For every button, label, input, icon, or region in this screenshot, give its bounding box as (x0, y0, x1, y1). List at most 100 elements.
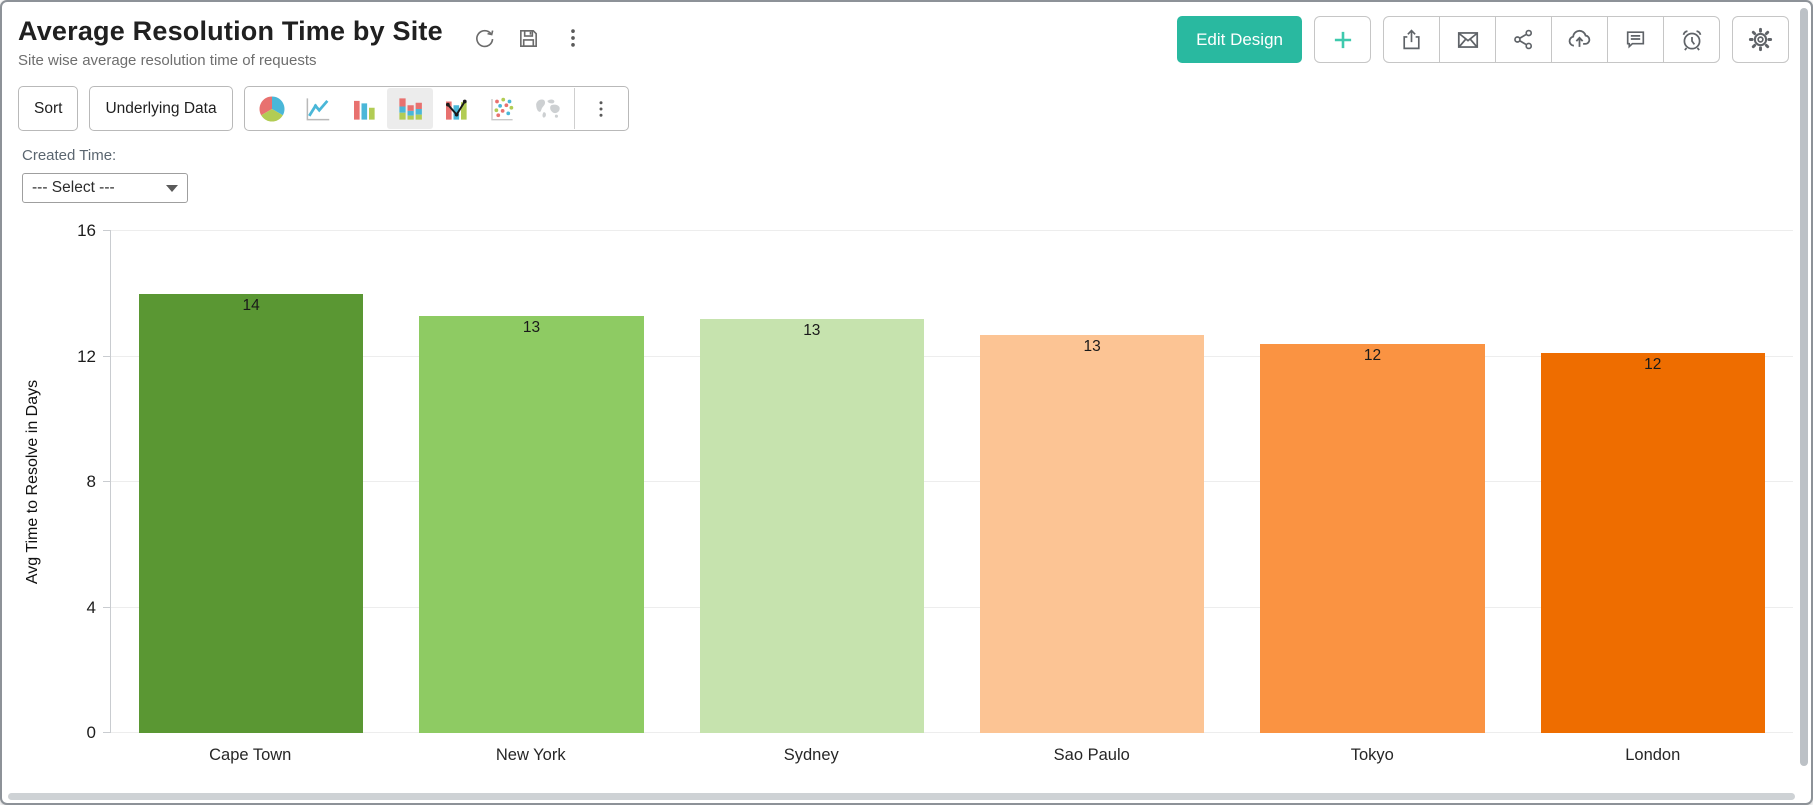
x-tick-label: Cape Town (209, 746, 292, 764)
scatter-chart-icon (490, 97, 513, 120)
chart-type-more-button[interactable] (578, 88, 624, 129)
header: Average Resolution Time by Site Site wis… (2, 2, 1811, 69)
y-tick-label: 16 (77, 221, 96, 240)
refresh-icon[interactable] (473, 26, 497, 50)
chevron-down-icon (166, 184, 178, 192)
chart-type-switcher (243, 86, 629, 131)
bar-value-label: 14 (242, 296, 260, 314)
bar-slot: 12 (1513, 231, 1793, 733)
chart-type-line-button[interactable] (295, 88, 341, 129)
y-tick-mark (103, 355, 111, 357)
bar-slot: 13 (672, 231, 952, 733)
chart-type-stacked-bar-button[interactable] (386, 88, 433, 129)
select-value: --- Select --- (32, 179, 115, 196)
chart-type-map-button[interactable] (525, 88, 571, 129)
bar-sao-paulo[interactable]: 13 (980, 334, 1205, 733)
bars-container: 14 13 13 13 12 12 (111, 231, 1793, 733)
y-axis-title: Avg Time to Resolve in Days (24, 379, 41, 585)
share-button[interactable] (1495, 16, 1552, 63)
schedule-button[interactable] (1663, 16, 1720, 63)
email-icon (1455, 27, 1481, 53)
comment-icon (1623, 27, 1648, 52)
chart-type-scatter-button[interactable] (479, 88, 525, 129)
comment-button[interactable] (1607, 16, 1664, 63)
bar-value-label: 12 (1644, 356, 1662, 374)
gridline (111, 732, 1793, 733)
x-axis-labels: Cape Town New York Sydney Sao Paulo Tokyo Lon… (110, 746, 1793, 765)
header-right-actions: Edit Design (1177, 16, 1789, 63)
bar-sydney[interactable]: 13 (699, 318, 924, 733)
bar-chart-icon (353, 100, 375, 120)
page-subtitle: Site wise average resolution time of req… (18, 52, 317, 69)
settings-button[interactable] (1732, 16, 1789, 63)
bar-cape-town[interactable]: 14 (139, 293, 364, 733)
more-vertical-icon (599, 100, 603, 117)
y-tick-mark (103, 230, 111, 231)
bar-chart: Avg Time to Resolve in Days 0 4 8 12 16 14 13… (14, 221, 1793, 765)
vertical-scrollbar[interactable] (1800, 8, 1808, 766)
bar-tokyo[interactable]: 12 (1260, 343, 1485, 733)
toolbar: Sort Underlying Data (18, 86, 1811, 131)
line-chart-icon (306, 97, 329, 120)
x-tick-label: Sao Paulo (1053, 746, 1130, 764)
y-tick-label: 8 (86, 472, 96, 491)
save-icon[interactable] (517, 26, 541, 50)
cloud-upload-icon (1566, 26, 1593, 53)
y-tick-mark (103, 481, 111, 482)
underlying-data-button[interactable]: Underlying Data (89, 86, 233, 131)
gear-icon (1747, 26, 1774, 53)
plus-icon (1330, 27, 1356, 53)
title-block: Average Resolution Time by Site Site wis… (18, 16, 443, 69)
combo-chart-icon (445, 99, 467, 120)
x-tick-label: Sydney (783, 746, 839, 764)
chart-type-combo-button[interactable] (433, 88, 479, 129)
gridline (111, 606, 1793, 608)
cloud-upload-button[interactable] (1551, 16, 1608, 63)
y-tick-label: 12 (77, 346, 96, 366)
bar-value-label: 12 (1363, 346, 1382, 364)
y-tick-mark (103, 606, 111, 608)
alarm-clock-icon (1679, 27, 1705, 53)
gridline (111, 481, 1793, 482)
pie-chart-icon (259, 96, 285, 121)
bar-slot: 14 (111, 231, 391, 733)
bar-value-label: 13 (522, 318, 541, 336)
title-actions (473, 26, 585, 50)
bar-slot: 13 (391, 231, 671, 733)
y-axis-ticks: 0 4 8 12 16 (52, 221, 110, 742)
created-time-select[interactable]: --- Select --- (22, 173, 188, 203)
gridline (111, 355, 1793, 357)
y-axis-title-column: Avg Time to Resolve in Days (14, 231, 52, 733)
page-title: Average Resolution Time by Site (18, 16, 443, 46)
x-tick-label: London (1625, 746, 1681, 764)
more-vertical-icon[interactable] (561, 26, 585, 50)
share-icon (1511, 27, 1536, 52)
report-actions-group (1383, 16, 1720, 63)
export-icon (1399, 27, 1424, 52)
bar-new-york[interactable]: 13 (419, 315, 644, 733)
chart-type-pie-button[interactable] (249, 88, 295, 129)
edit-design-button[interactable]: Edit Design (1177, 16, 1302, 63)
add-button[interactable] (1314, 16, 1371, 63)
created-time-label: Created Time: (22, 147, 117, 164)
chart-type-bar-button[interactable] (341, 88, 387, 129)
gridline (111, 230, 1793, 231)
bar-london[interactable]: 12 (1540, 353, 1765, 733)
map-chart-icon (535, 98, 560, 118)
y-tick-label: 0 (86, 723, 96, 742)
sort-button[interactable]: Sort (18, 86, 79, 131)
y-tick-label: 4 (86, 597, 96, 617)
x-tick-label: New York (495, 746, 566, 764)
export-button[interactable] (1383, 16, 1440, 63)
horizontal-scrollbar[interactable] (8, 793, 1795, 800)
stacked-bar-chart-icon (398, 97, 422, 120)
email-button[interactable] (1439, 16, 1496, 63)
bar-value-label: 13 (803, 321, 821, 339)
y-tick-mark (103, 732, 111, 733)
filter-panel: Created Time: --- Select --- (22, 147, 1811, 203)
divider (573, 88, 575, 129)
plot-area: 14 13 13 13 12 12 (103, 230, 1793, 733)
bar-slot: 13 (952, 231, 1232, 733)
x-tick-label: Tokyo (1350, 746, 1394, 764)
